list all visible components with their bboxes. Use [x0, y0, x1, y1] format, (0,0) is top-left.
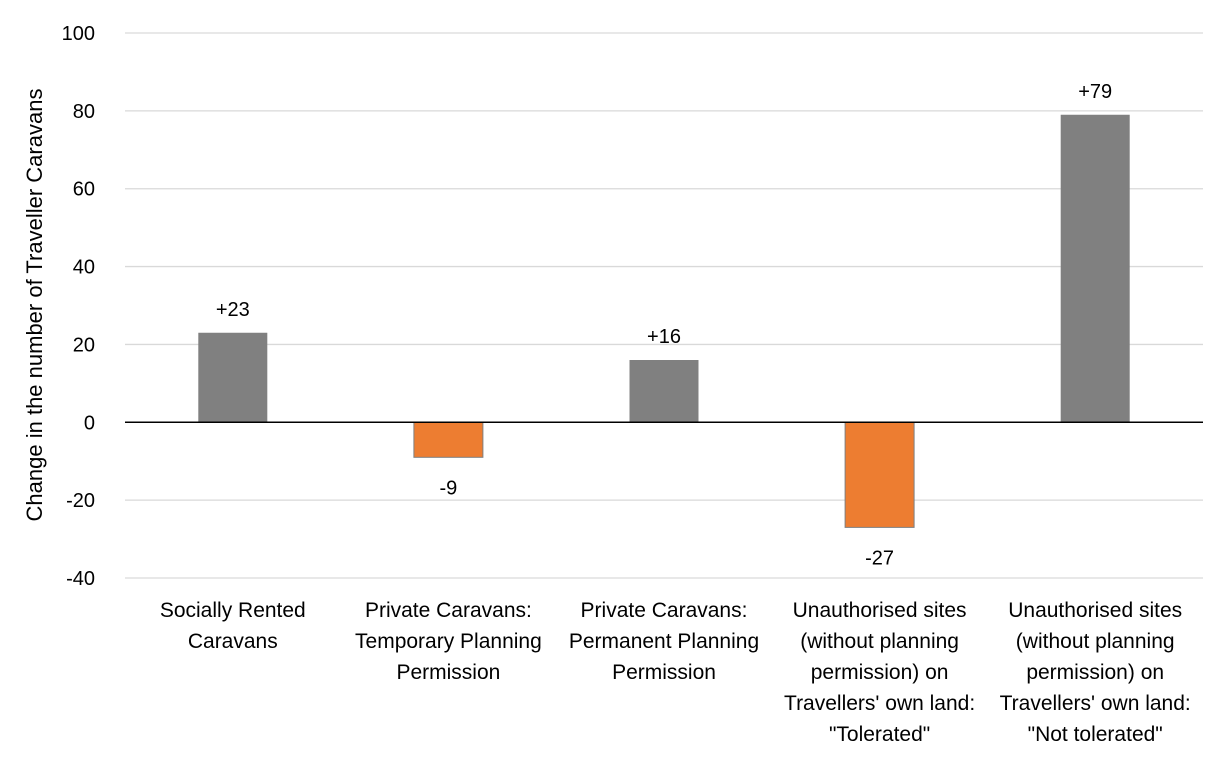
category-label: Unauthorised sites (without planning permi… [784, 599, 975, 746]
y-tick-label: -20 [66, 490, 95, 512]
category-label: Socially Rented Caravans [160, 599, 306, 653]
category-label: Private Caravans: Temporary Planning Permi… [355, 599, 542, 684]
category-label-line: Permanent Planning [569, 630, 759, 653]
bar [629, 360, 699, 423]
bar [844, 421, 915, 528]
data-label: -27 [865, 547, 894, 569]
y-tick-label: 60 [73, 179, 95, 201]
category-label: Unauthorised sites (without planning permi… [1000, 599, 1191, 746]
category-label-line: "Tolerated" [829, 723, 930, 746]
category-label-line: Permission [612, 661, 716, 684]
category-label-line: "Not tolerated" [1028, 723, 1163, 746]
category-label-line: Private Caravans: [581, 599, 748, 622]
y-tick-label: 100 [62, 23, 95, 45]
category-label-line: (without planning [800, 630, 959, 653]
y-tick-label: 20 [73, 334, 95, 356]
bar [198, 332, 268, 423]
category-label-line: Socially Rented [160, 599, 306, 622]
category-label-line: Unauthorised sites [1008, 599, 1182, 622]
category-label-line: permission) on [1026, 661, 1164, 684]
data-label: +16 [647, 326, 681, 348]
bars [198, 114, 1130, 528]
y-axis-label: Change in the number of Traveller Carava… [22, 89, 47, 522]
y-tick-label: 0 [84, 412, 95, 434]
y-tick-label: 40 [73, 257, 95, 279]
bar [413, 421, 484, 458]
category-labels: Socially Rented Caravans Private Caravans:… [160, 599, 1191, 746]
y-tick-label: -40 [66, 568, 95, 590]
category-label-line: Travellers' own land: [784, 692, 975, 715]
category-label-line: (without planning [1016, 630, 1175, 653]
category-label-line: Temporary Planning [355, 630, 542, 653]
data-label: +79 [1078, 81, 1112, 103]
category-label-line: Caravans [188, 630, 278, 653]
category-label-line: Unauthorised sites [793, 599, 967, 622]
y-tick-label: 80 [73, 101, 95, 123]
bar [1060, 114, 1130, 423]
gridlines [125, 32, 1203, 579]
data-label: +23 [216, 299, 250, 321]
data-labels: +23 -9 +16 -27 +79 [216, 81, 1112, 570]
category-label-line: Travellers' own land: [1000, 692, 1191, 715]
category-label-line: Private Caravans: [365, 599, 532, 622]
category-label-line: permission) on [811, 661, 949, 684]
category-label-line: Permission [396, 661, 500, 684]
category-label: Private Caravans: Permanent Planning Permi… [569, 599, 759, 684]
y-axis-ticks: -40 -20 0 20 40 60 80 100 [62, 23, 95, 590]
data-label: -9 [440, 477, 458, 499]
